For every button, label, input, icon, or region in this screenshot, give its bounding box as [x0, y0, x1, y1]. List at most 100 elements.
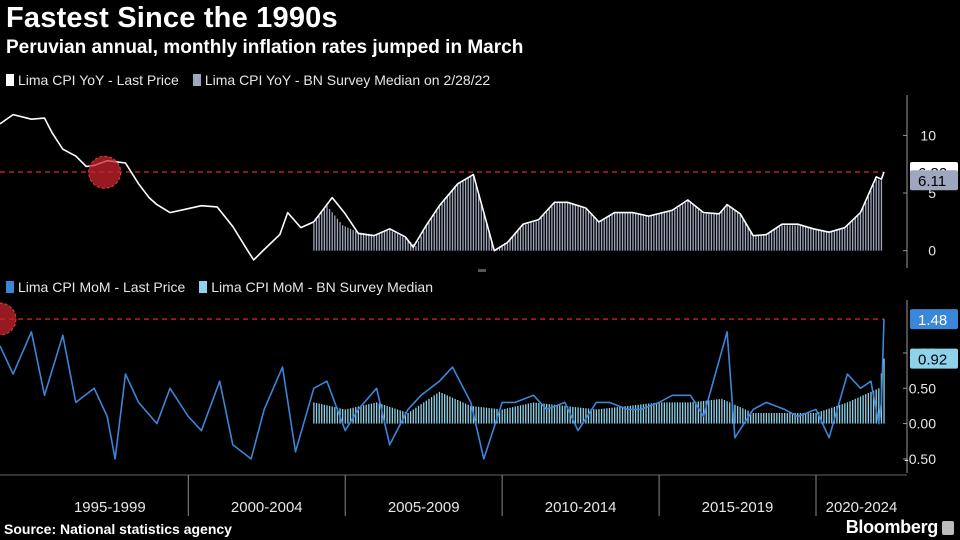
survey-bar: [331, 406, 333, 424]
survey-bar: [328, 405, 331, 424]
survey-bar: [535, 221, 537, 251]
survey-bar: [391, 407, 394, 424]
survey-bar: [328, 208, 331, 251]
survey-bar: [394, 408, 396, 424]
survey-bar: [480, 407, 482, 424]
survey-bar: [410, 242, 412, 251]
chart-title: Fastest Since the 1990s: [6, 2, 338, 34]
survey-bar: [849, 401, 851, 424]
survey-bar: [770, 231, 773, 251]
survey-bar: [509, 407, 511, 424]
survey-bar: [344, 409, 346, 424]
survey-bar: [593, 216, 595, 251]
survey-bar: [833, 230, 836, 251]
survey-bar: [386, 230, 388, 251]
survey-bar: [695, 207, 697, 251]
survey-bar: [600, 220, 603, 251]
survey-bar: [846, 402, 849, 424]
survey-bar: [501, 409, 503, 424]
survey-bar: [721, 398, 723, 424]
survey-bar: [315, 402, 318, 424]
survey-bar: [781, 225, 783, 251]
legend-item-mom-survey: Lima CPI MoM - BN Survey Median: [199, 279, 433, 295]
survey-bar: [365, 233, 367, 251]
survey-bar: [475, 406, 477, 424]
survey-bar: [634, 213, 637, 251]
survey-bar: [593, 409, 595, 424]
survey-bar: [671, 402, 673, 424]
survey-bar: [561, 202, 564, 251]
value-label-text: 6.11: [918, 173, 946, 190]
survey-bar: [760, 412, 762, 424]
survey-bar: [501, 244, 503, 251]
survey-bar: [449, 193, 451, 251]
survey-bar: [849, 223, 851, 251]
survey-bar: [765, 412, 768, 424]
legend-swatch-yoy-survey: [192, 74, 201, 86]
survey-bar: [875, 179, 877, 251]
survey-bar: [462, 402, 464, 424]
survey-bar: [763, 234, 765, 251]
survey-bar: [653, 402, 655, 424]
survey-bar: [535, 402, 537, 424]
legend-label-yoy-survey: Lima CPI YoY - BN Survey Median on 2/28/…: [204, 72, 491, 88]
survey-bar: [425, 226, 428, 251]
survey-bar: [349, 228, 352, 251]
survey-bar: [648, 403, 650, 424]
survey-bar: [357, 232, 360, 251]
survey-bar: [572, 204, 574, 251]
survey-bar: [559, 405, 561, 424]
survey-bar: [483, 213, 485, 251]
survey-bar: [721, 210, 723, 251]
survey-bar: [608, 215, 611, 251]
survey-bar: [836, 229, 838, 251]
survey-bar: [642, 214, 645, 251]
survey-bar: [517, 405, 519, 424]
survey-bar: [645, 215, 647, 251]
survey-bar: [731, 208, 734, 251]
survey-bar: [470, 405, 472, 424]
survey-bar: [752, 235, 754, 251]
survey-bar: [415, 246, 417, 251]
survey-bar: [603, 218, 605, 251]
survey-bar: [506, 408, 509, 424]
survey-bar: [548, 209, 550, 251]
survey-bar: [702, 400, 705, 424]
survey-bar: [640, 214, 642, 251]
survey-bar: [648, 216, 650, 251]
survey-bar: [655, 214, 658, 251]
survey-bar: [514, 406, 516, 424]
survey-bar: [543, 403, 545, 424]
survey-bar: [867, 392, 870, 424]
survey-bar: [765, 234, 768, 251]
survey-bar: [527, 223, 530, 251]
survey-bar: [645, 403, 647, 424]
survey-bar: [854, 398, 856, 424]
survey-bar: [844, 227, 846, 251]
survey-bar: [763, 412, 765, 424]
survey-bar: [742, 219, 744, 251]
survey-bar: [838, 405, 841, 424]
survey-bar: [650, 215, 652, 251]
y-tick-label: 5: [928, 185, 936, 201]
survey-bar: [627, 405, 629, 424]
survey-bar: [326, 205, 328, 251]
survey-bar: [517, 230, 519, 251]
survey-bar: [676, 402, 679, 424]
survey-bar: [566, 202, 569, 251]
y-tick-label: -0.50: [904, 451, 936, 467]
survey-bar: [710, 400, 713, 424]
survey-bar: [313, 223, 315, 251]
survey-bar: [566, 406, 569, 424]
survey-bar: [679, 402, 681, 424]
survey-bar: [530, 223, 532, 251]
survey-bar: [802, 226, 804, 251]
survey-bar: [383, 231, 386, 251]
survey-bar: [404, 412, 407, 424]
survey-bar: [569, 203, 571, 251]
survey-bar: [799, 412, 802, 424]
survey-bar: [360, 405, 362, 424]
survey-bar: [548, 404, 550, 424]
survey-bar: [318, 216, 320, 251]
survey-bar: [773, 412, 775, 424]
